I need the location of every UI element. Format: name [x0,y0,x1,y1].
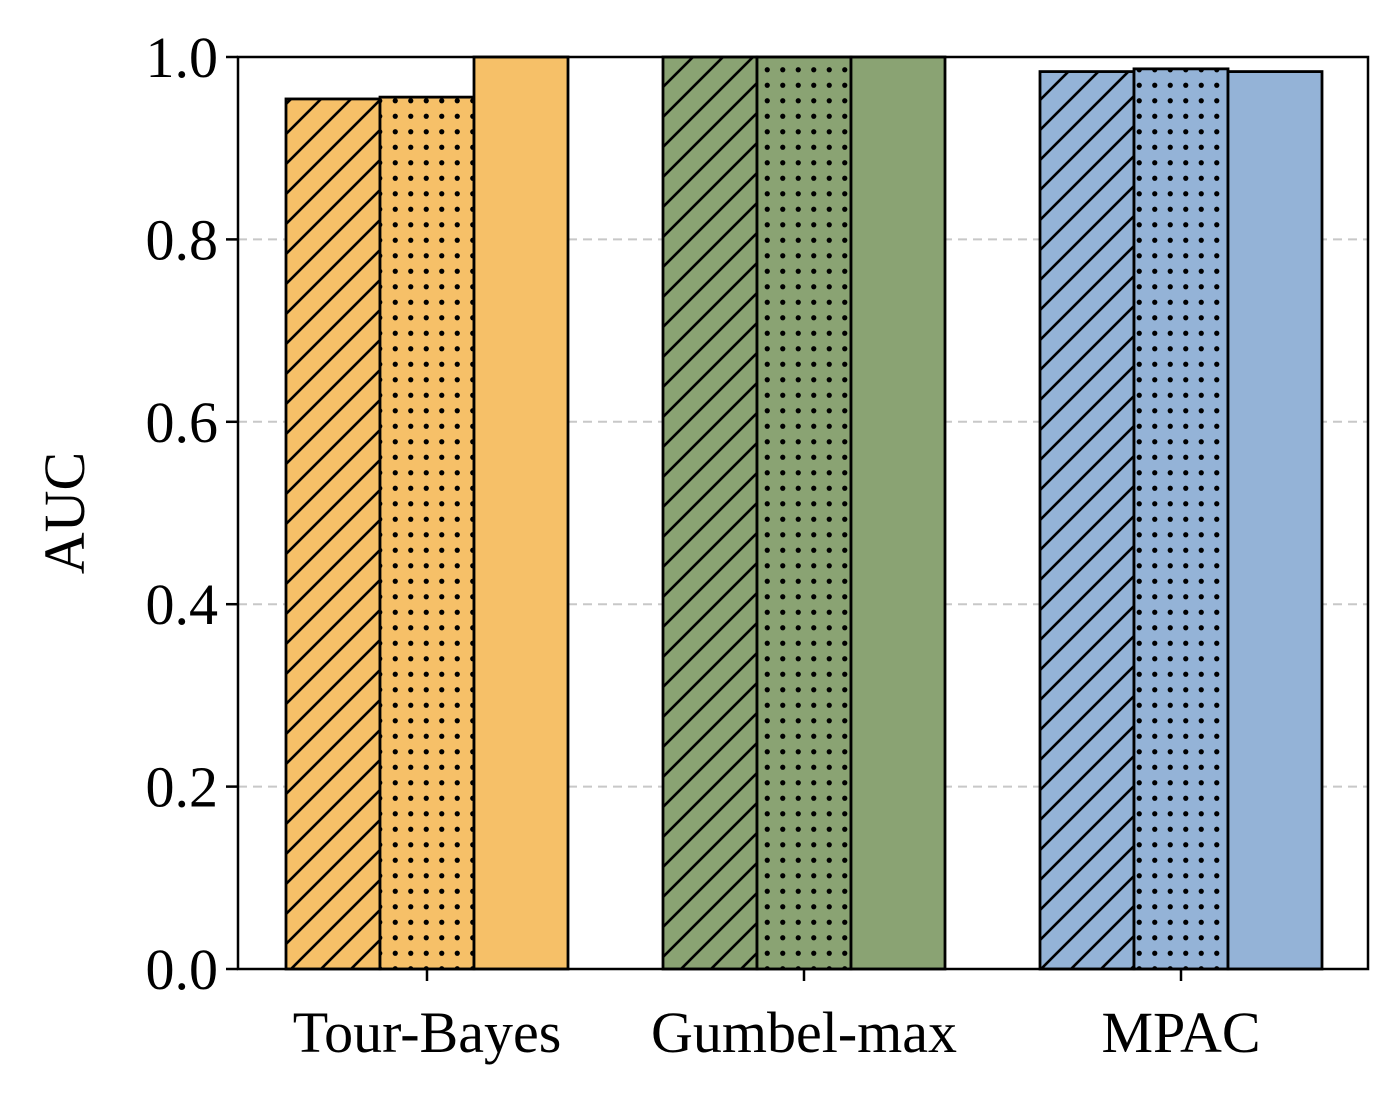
x-tick-label: MPAC [1101,1000,1260,1065]
bar-tour-bayes-3 [472,55,570,971]
x-tick-label: Gumbel-max [651,1000,957,1065]
y-axis-ticks: 0.0 0.2 0.4 0.6 0.8 1.0 [146,25,238,1002]
y-tick-label: 0.8 [146,207,219,272]
y-tick-label: 1.0 [146,25,219,90]
bar-mpac-3 [1226,70,1324,971]
x-tick-label: Tour-Bayes [293,1000,562,1065]
y-tick-label: 0.0 [146,937,219,1002]
bar-gumbel-max-3 [849,55,947,971]
bar-mpac-1 [1038,70,1136,971]
y-axis-label: AUC [32,452,97,574]
bar-mpac-2 [1132,67,1230,971]
bars [284,55,1324,971]
bar-tour-bayes-1 [284,97,382,971]
x-axis-ticks: Tour-Bayes Gumbel-max MPAC [293,969,1261,1065]
y-tick-label: 0.6 [146,390,219,455]
bar-tour-bayes-2 [378,95,476,971]
bar-gumbel-max-1 [661,55,759,971]
y-tick-label: 0.2 [146,755,219,820]
y-tick-label: 0.4 [146,572,219,637]
bar-gumbel-max-2 [755,55,853,971]
